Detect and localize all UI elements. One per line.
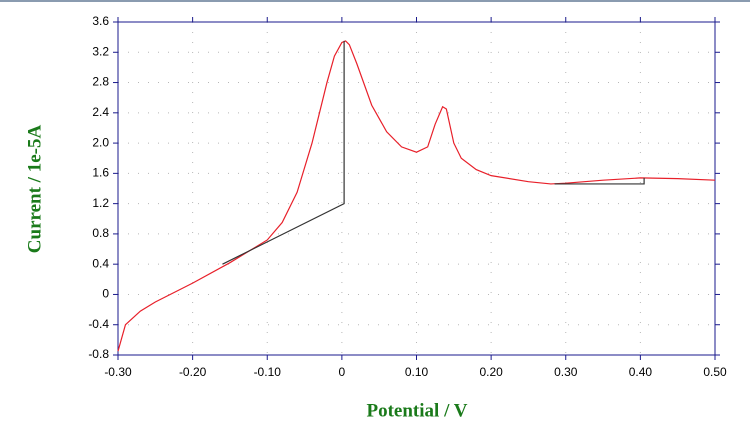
x-tick-label: 0.10	[405, 365, 429, 379]
x-tick-label: 0.40	[629, 365, 653, 379]
x-axis-title: Potential / V	[367, 400, 468, 421]
x-tick-label: 0	[339, 365, 346, 379]
x-tick-label: 0.20	[479, 365, 503, 379]
y-tick-label: 0.4	[92, 256, 109, 270]
data-line	[554, 177, 645, 185]
plot-frame	[117, 21, 716, 356]
y-tick-label: 1.2	[92, 196, 109, 210]
y-tick-label: 0.8	[92, 226, 109, 240]
y-axis-title: Current / 1e-5A	[24, 125, 45, 254]
x-tick-label: -0.10	[254, 365, 282, 379]
x-tick-label: 0.50	[703, 365, 727, 379]
y-tick-label: 1.6	[92, 166, 109, 180]
y-tick-label: 0	[102, 287, 109, 301]
y-tick-label: 2.8	[92, 75, 109, 89]
x-tick-label: -0.20	[179, 365, 207, 379]
data-line	[222, 40, 345, 265]
y-tick-label: 3.2	[92, 44, 109, 58]
data-line	[117, 40, 716, 352]
y-tick-label: -0.8	[88, 347, 109, 361]
y-tick-label: 2.0	[92, 135, 109, 149]
y-tick-label: 2.4	[92, 105, 109, 119]
y-tick-label: 3.6	[92, 14, 109, 28]
x-tick-label: -0.30	[104, 365, 132, 379]
x-tick-label: 0.30	[554, 365, 578, 379]
y-tick-label: -0.4	[88, 317, 109, 331]
